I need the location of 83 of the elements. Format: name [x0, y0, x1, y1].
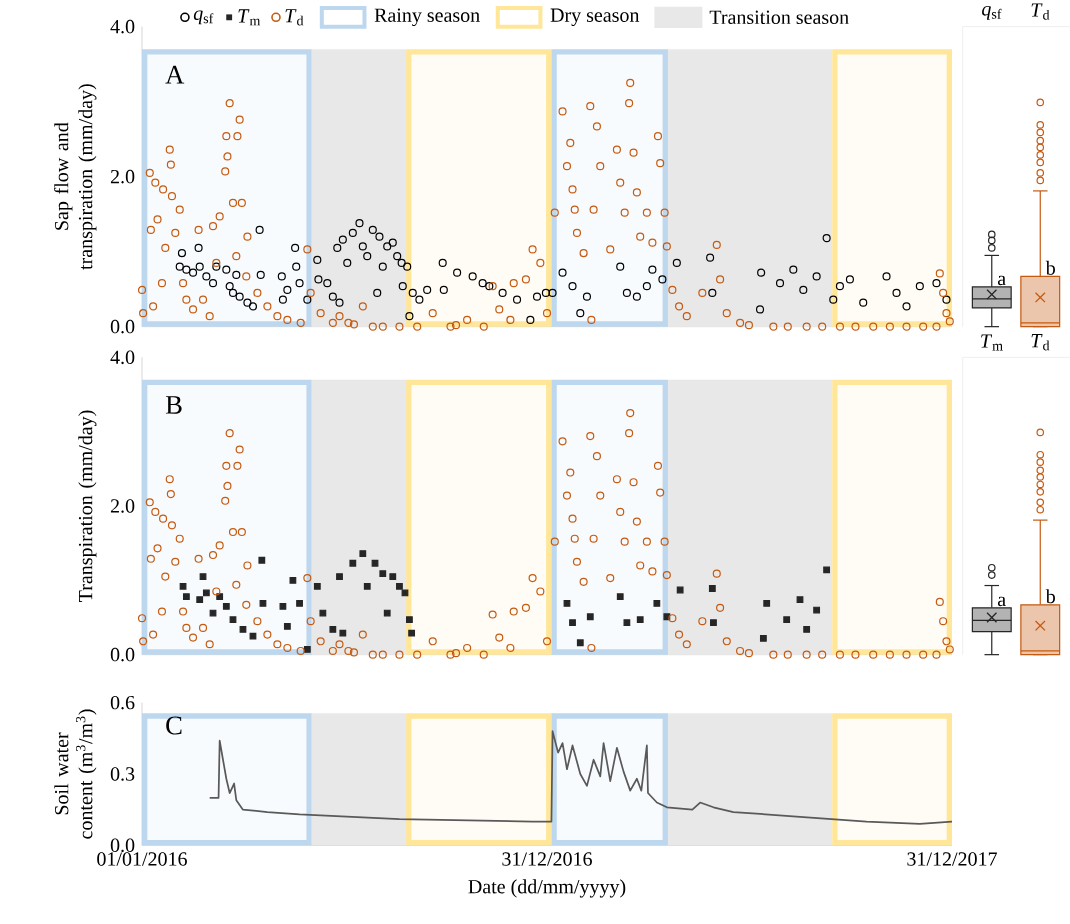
x-axis-title: Date (dd/mm/yyyy) [468, 879, 626, 898]
x-tick-label: 31/12/2016 [502, 852, 592, 866]
point [710, 619, 717, 627]
category-label: q$_{sf}$ [982, 6, 1002, 20]
point [569, 619, 576, 627]
line-series [208, 730, 953, 825]
point [803, 625, 811, 633]
point [349, 559, 357, 567]
y-tick-label: 4.0 [110, 350, 135, 365]
point [389, 573, 397, 581]
point [623, 619, 631, 627]
point [259, 599, 267, 607]
category-label: T$_{d}$ [1031, 3, 1050, 20]
point [239, 625, 247, 633]
x-tick-label: 31/12/2017 [907, 852, 997, 866]
point [179, 582, 187, 590]
y-tick-label: 0.6 [110, 695, 135, 710]
category-label: T$_{d}$ [1031, 334, 1050, 351]
y-tick-label: 0.0 [110, 647, 135, 662]
legend-label: q$_{sf}$ [193, 10, 214, 25]
point [199, 573, 207, 581]
point [249, 632, 257, 640]
point [783, 616, 791, 624]
point [563, 599, 571, 607]
point [796, 596, 804, 604]
annotation: B [165, 396, 182, 414]
y-tick-label: 0.0 [110, 319, 135, 334]
point [289, 576, 297, 584]
annotation: A [165, 65, 185, 84]
point [616, 593, 624, 601]
point [653, 599, 661, 607]
point [258, 556, 266, 564]
point [303, 646, 311, 653]
annotation: C [166, 716, 182, 735]
point [279, 602, 287, 610]
y-tick-label: 2.0 [110, 169, 135, 184]
point [383, 609, 391, 617]
point [202, 589, 210, 597]
y-axis-title: Sap flow and transpiration (mm/day) [54, 84, 97, 270]
annotation: a [997, 275, 1006, 286]
point [823, 566, 831, 574]
legend-label: T$_{d}$ [285, 9, 304, 26]
point [576, 639, 584, 647]
point [329, 625, 337, 633]
category-label: T$_{m}$ [981, 334, 1003, 351]
y-tick-label: 4.0 [110, 19, 135, 34]
legend-label: Transition season [709, 10, 849, 25]
y-tick-label: 0.0 [110, 838, 135, 853]
point [813, 606, 821, 614]
annotation: a [997, 596, 1006, 607]
point [182, 593, 190, 601]
legend-label: Rainy season [374, 8, 480, 27]
annotation: b [1045, 260, 1055, 275]
x-tick-label: 01/01/2016 [97, 852, 187, 866]
point [336, 573, 343, 581]
legend-label: Dry season [550, 8, 640, 27]
point [222, 602, 230, 610]
point [229, 616, 237, 624]
point [586, 613, 594, 621]
point [339, 629, 347, 637]
y-tick-label: 0.3 [110, 767, 135, 781]
point [408, 629, 416, 637]
point [379, 570, 387, 578]
point [283, 623, 291, 630]
legend-label: T$_{m}$ [238, 9, 261, 26]
point [359, 550, 367, 557]
point [319, 609, 327, 617]
annotation: b [1045, 589, 1055, 604]
y-axis-title: Transpiration (mm/day) [78, 410, 97, 602]
point [636, 616, 644, 624]
point [763, 599, 771, 607]
point [759, 634, 767, 642]
point [708, 585, 716, 592]
point [406, 616, 413, 624]
point [313, 582, 321, 590]
point [396, 582, 403, 590]
point [371, 559, 379, 567]
point [676, 586, 684, 594]
point [363, 582, 371, 590]
point [216, 593, 224, 601]
point [196, 596, 204, 604]
point [296, 599, 303, 607]
y-tick-label: 2.0 [110, 499, 135, 513]
